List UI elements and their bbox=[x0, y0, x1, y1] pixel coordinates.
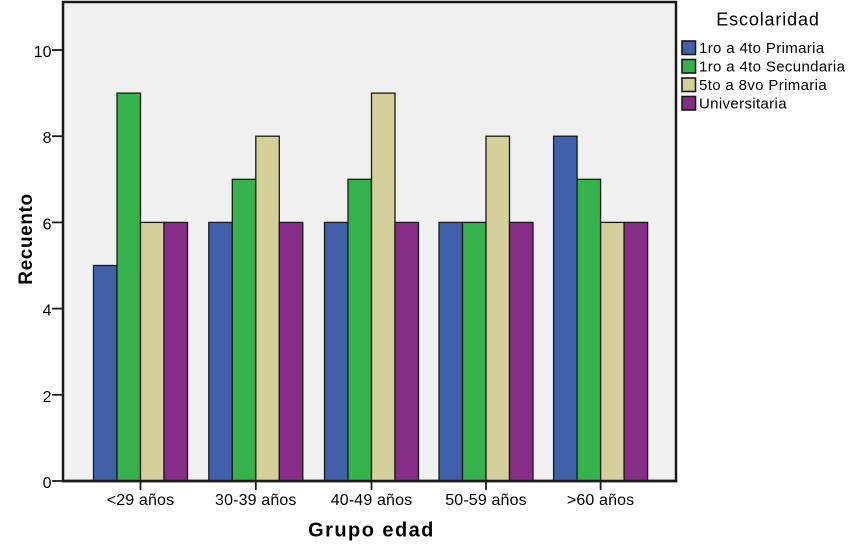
svg-text:6: 6 bbox=[43, 216, 52, 233]
svg-text:8: 8 bbox=[43, 130, 52, 147]
svg-text:1ro a 4to Primaria: 1ro a 4to Primaria bbox=[699, 40, 825, 57]
svg-text:2: 2 bbox=[43, 389, 52, 406]
svg-text:>60 años: >60 años bbox=[567, 492, 634, 509]
svg-text:40-49 años: 40-49 años bbox=[331, 492, 413, 509]
svg-text:30-39 años: 30-39 años bbox=[215, 492, 297, 509]
svg-text:10: 10 bbox=[34, 44, 52, 61]
svg-text:Recuento: Recuento bbox=[16, 193, 37, 284]
svg-text:Grupo edad: Grupo edad bbox=[308, 520, 435, 542]
svg-text:Escolaridad: Escolaridad bbox=[716, 10, 819, 30]
svg-text:5to a 8vo Primaria: 5to a 8vo Primaria bbox=[699, 77, 827, 94]
svg-text:1ro a 4to Secundaria: 1ro a 4to Secundaria bbox=[699, 59, 846, 76]
svg-text:Universitaria: Universitaria bbox=[699, 96, 787, 113]
svg-text:0: 0 bbox=[43, 475, 52, 492]
svg-text:<29 años: <29 años bbox=[107, 492, 174, 509]
svg-text:50-59 años: 50-59 años bbox=[445, 492, 527, 509]
svg-text:4: 4 bbox=[43, 303, 52, 320]
